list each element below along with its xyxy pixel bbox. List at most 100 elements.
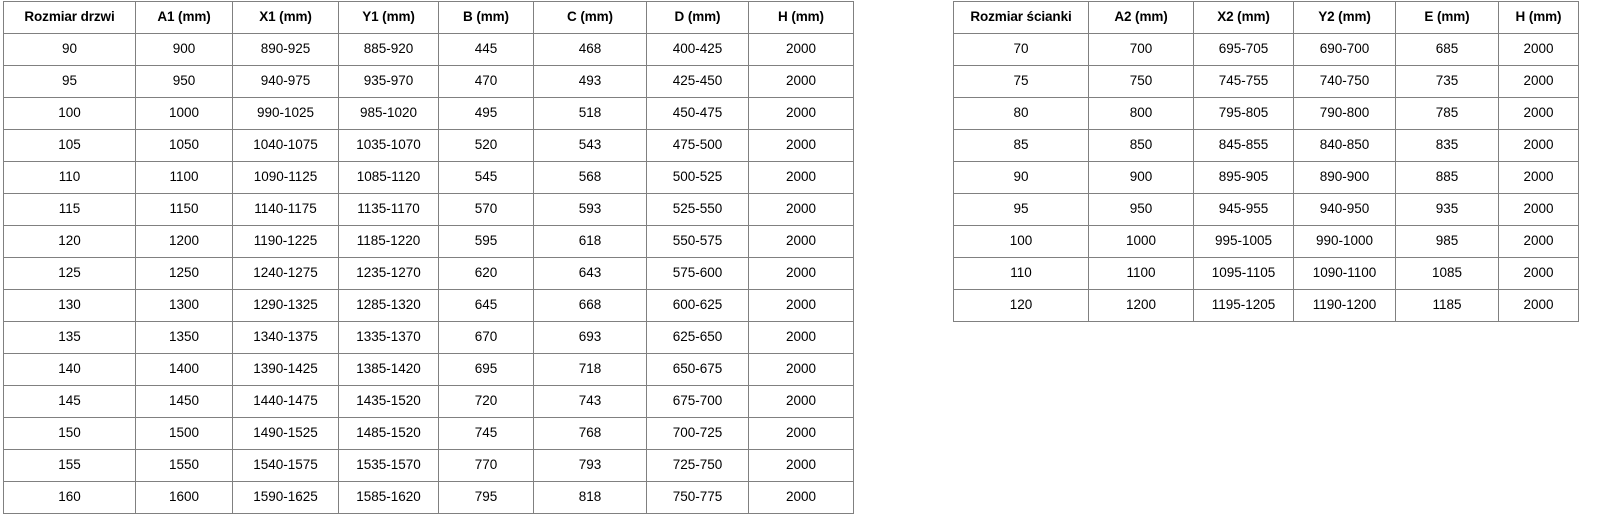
doors-cell: 985-1020	[338, 97, 439, 130]
doors-cell: 1040-1075	[232, 129, 339, 162]
doors-cell: 620	[438, 257, 534, 290]
doors-cell: 545	[438, 161, 534, 194]
walls-column-header: A2 (mm)	[1088, 1, 1194, 34]
doors-cell: 493	[533, 65, 647, 98]
walls-cell: 100	[953, 225, 1089, 258]
doors-cell: 2000	[748, 193, 854, 226]
table-row: 105 1050 1040-1075 1035-1070 520 543 475-500 20…	[3, 129, 854, 162]
walls-cell: 690-700	[1293, 33, 1396, 66]
doors-column-header: A1 (mm)	[135, 1, 233, 34]
walls-column-header: X2 (mm)	[1193, 1, 1294, 34]
walls-cell: 835	[1395, 129, 1499, 162]
doors-cell: 95	[3, 65, 136, 98]
table-row: 120 1200 1190-1225 1185-1220 595 618 550-575 20…	[3, 225, 854, 258]
walls-cell: 2000	[1498, 193, 1579, 226]
walls-cell: 95	[953, 193, 1089, 226]
table-row: 110 1100 1090-1125 1085-1120 545 568 500-525 20…	[3, 161, 854, 194]
doors-cell: 450-475	[646, 97, 749, 130]
table-row: 90 900 890-925 885-920 445 468 400-425 2000	[3, 33, 854, 66]
doors-cell: 668	[533, 289, 647, 322]
doors-cell: 105	[3, 129, 136, 162]
doors-column-header: C (mm)	[533, 1, 647, 34]
doors-cell: 818	[533, 481, 647, 514]
walls-cell: 1200	[1088, 289, 1194, 322]
walls-cell: 70	[953, 33, 1089, 66]
walls-cell: 890-900	[1293, 161, 1396, 194]
doors-cell: 1085-1120	[338, 161, 439, 194]
doors-cell: 568	[533, 161, 647, 194]
walls-column-header: Y2 (mm)	[1293, 1, 1396, 34]
doors-cell: 593	[533, 193, 647, 226]
doors-cell: 693	[533, 321, 647, 354]
doors-cell: 1190-1225	[232, 225, 339, 258]
doors-cell: 518	[533, 97, 647, 130]
table-row: 100 1000 990-1025 985-1020 495 518 450-475 2000	[3, 97, 854, 130]
doors-cell: 1250	[135, 257, 233, 290]
doors-cell: 743	[533, 385, 647, 418]
doors-cell: 940-975	[232, 65, 339, 98]
table-row: 130 1300 1290-1325 1285-1320 645 668 600-625 20…	[3, 289, 854, 322]
doors-cell: 1000	[135, 97, 233, 130]
walls-cell: 85	[953, 129, 1089, 162]
doors-cell: 650-675	[646, 353, 749, 386]
doors-cell: 470	[438, 65, 534, 98]
doors-cell: 2000	[748, 385, 854, 418]
walls-cell: 110	[953, 257, 1089, 290]
walls-cell: 2000	[1498, 33, 1579, 66]
table-row: 100 1000 995-1005 990-1000 985 2000	[953, 225, 1579, 258]
doors-cell: 2000	[748, 129, 854, 162]
doors-cell: 1500	[135, 417, 233, 450]
doors-cell: 720	[438, 385, 534, 418]
doors-cell: 1450	[135, 385, 233, 418]
doors-cell: 2000	[748, 289, 854, 322]
doors-cell: 1600	[135, 481, 233, 514]
doors-cell: 935-970	[338, 65, 439, 98]
doors-cell: 1090-1125	[232, 161, 339, 194]
doors-cell: 1590-1625	[232, 481, 339, 514]
doors-cell: 525-550	[646, 193, 749, 226]
walls-cell: 1095-1105	[1193, 257, 1294, 290]
doors-cell: 1050	[135, 129, 233, 162]
doors-cell: 1335-1370	[338, 321, 439, 354]
walls-cell: 790-800	[1293, 97, 1396, 130]
walls-cell: 1090-1100	[1293, 257, 1396, 290]
table-row: 85 850 845-855 840-850 835 2000	[953, 129, 1579, 162]
doors-cell: 1490-1525	[232, 417, 339, 450]
doors-cell: 1185-1220	[338, 225, 439, 258]
doors-cell: 1385-1420	[338, 353, 439, 386]
table-row: 135 1350 1340-1375 1335-1370 670 693 625-650 20…	[3, 321, 854, 354]
doors-cell: 1100	[135, 161, 233, 194]
doors-cell: 400-425	[646, 33, 749, 66]
walls-table-header: Rozmiar ścianki A2 (mm) X2 (mm) Y2 (mm) E (m…	[953, 1, 1579, 34]
walls-cell: 685	[1395, 33, 1499, 66]
doors-cell: 468	[533, 33, 647, 66]
doors-cell: 2000	[748, 65, 854, 98]
doors-column-header: Y1 (mm)	[338, 1, 439, 34]
table-row: 90 900 895-905 890-900 885 2000	[953, 161, 1579, 194]
table-row: 115 1150 1140-1175 1135-1170 570 593 525-550 20…	[3, 193, 854, 226]
doors-cell: 990-1025	[232, 97, 339, 130]
doors-cell: 1290-1325	[232, 289, 339, 322]
doors-cell: 700-725	[646, 417, 749, 450]
doors-cell: 750-775	[646, 481, 749, 514]
wall-panel-size-specification-table: Rozmiar ścianki A2 (mm) X2 (mm) Y2 (mm) E (m…	[953, 1, 1579, 322]
doors-cell: 145	[3, 385, 136, 418]
doors-cell: 1390-1425	[232, 353, 339, 386]
doors-cell: 1340-1375	[232, 321, 339, 354]
doors-cell: 125	[3, 257, 136, 290]
doors-cell: 618	[533, 225, 647, 258]
walls-cell: 1195-1205	[1193, 289, 1294, 322]
doors-column-header: B (mm)	[438, 1, 534, 34]
doors-cell: 160	[3, 481, 136, 514]
walls-cell: 1190-1200	[1293, 289, 1396, 322]
doors-cell: 2000	[748, 449, 854, 482]
walls-cell: 735	[1395, 65, 1499, 98]
walls-cell: 940-950	[1293, 193, 1396, 226]
doors-cell: 695	[438, 353, 534, 386]
walls-cell: 2000	[1498, 65, 1579, 98]
doors-cell: 2000	[748, 225, 854, 258]
doors-cell: 1400	[135, 353, 233, 386]
doors-cell: 543	[533, 129, 647, 162]
doors-cell: 885-920	[338, 33, 439, 66]
